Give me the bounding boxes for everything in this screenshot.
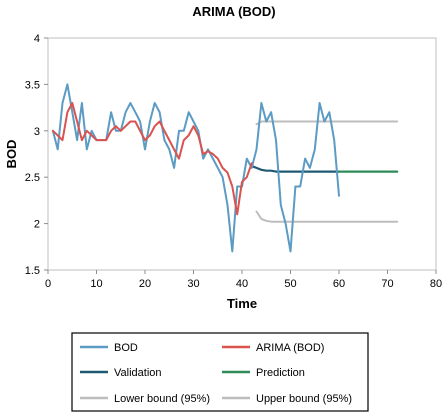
plot-frame bbox=[47, 37, 437, 271]
x-tick-label: 0 bbox=[45, 278, 51, 290]
legend-label-upper-bound-95: Upper bound (95%) bbox=[256, 393, 352, 405]
y-tick-label: 3.5 bbox=[25, 79, 40, 91]
legend-label-bod: BOD bbox=[114, 342, 138, 354]
y-axis-title: BOD bbox=[4, 140, 19, 169]
x-tick-label: 40 bbox=[236, 278, 248, 290]
series-line-lower-bound-95 bbox=[255, 210, 399, 223]
y-tick-label: 3 bbox=[34, 126, 40, 138]
x-tick-label: 10 bbox=[90, 278, 102, 290]
legend-label-validation: Validation bbox=[114, 367, 162, 379]
x-axis-title: Time bbox=[227, 296, 257, 311]
legend-label-prediction: Prediction bbox=[256, 367, 305, 379]
x-tick-label: 50 bbox=[284, 278, 296, 290]
legend-label-lower-bound-95: Lower bound (95%) bbox=[114, 393, 210, 405]
x-tick-label: 70 bbox=[381, 278, 393, 290]
series-layer bbox=[51, 83, 399, 253]
y-axis: 1.5 2 2.5 3 3.5 4 bbox=[25, 33, 48, 277]
x-tick-label: 80 bbox=[430, 278, 442, 290]
series-line-upper-bound-95 bbox=[255, 120, 399, 126]
y-tick-label: 2 bbox=[34, 219, 40, 231]
y-tick-label: 2.5 bbox=[25, 172, 40, 184]
x-axis: 0 10 20 30 40 50 60 70 80 bbox=[45, 270, 442, 290]
y-tick-label: 4 bbox=[34, 33, 40, 45]
x-tick-label: 30 bbox=[187, 278, 199, 290]
series-line-validation bbox=[250, 165, 341, 173]
series-line-bod bbox=[51, 83, 340, 253]
legend-box bbox=[71, 332, 369, 412]
x-tick-label: 60 bbox=[333, 278, 345, 290]
y-tick-label: 1.5 bbox=[25, 265, 40, 277]
chart-title: ARIMA (BOD) bbox=[192, 4, 275, 19]
legend-label-arima-bod: ARIMA (BOD) bbox=[256, 342, 324, 354]
series-line-arima-bod bbox=[51, 102, 253, 216]
legend: BOD ARIMA (BOD) Validation Prediction Lower … bbox=[71, 332, 369, 412]
x-tick-label: 20 bbox=[139, 278, 151, 290]
